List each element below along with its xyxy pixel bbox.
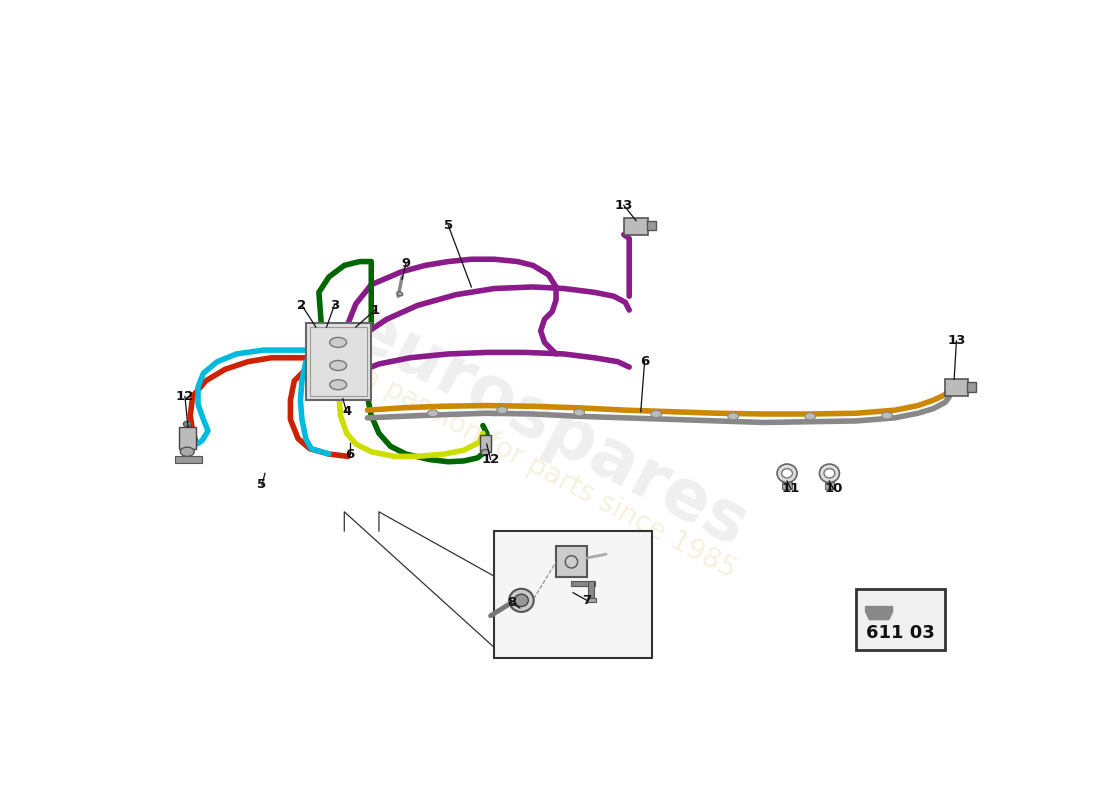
Bar xyxy=(782,482,792,489)
Ellipse shape xyxy=(882,412,892,419)
Text: 3: 3 xyxy=(330,299,339,312)
Bar xyxy=(856,589,945,650)
Text: 4: 4 xyxy=(342,405,351,418)
Ellipse shape xyxy=(782,469,792,478)
Text: 6: 6 xyxy=(640,355,649,368)
Bar xyxy=(480,435,491,452)
Text: 11: 11 xyxy=(782,482,800,495)
Text: 12: 12 xyxy=(176,390,194,403)
Ellipse shape xyxy=(805,413,815,420)
Bar xyxy=(967,382,977,392)
Bar xyxy=(178,427,196,449)
Bar xyxy=(495,531,652,658)
Text: 7: 7 xyxy=(582,594,592,607)
Bar xyxy=(945,379,968,396)
Ellipse shape xyxy=(180,447,195,456)
Text: eurospares: eurospares xyxy=(339,294,758,560)
Ellipse shape xyxy=(824,469,835,478)
Ellipse shape xyxy=(651,410,661,418)
Ellipse shape xyxy=(497,406,507,414)
Text: 13: 13 xyxy=(615,199,632,212)
Text: 9: 9 xyxy=(402,258,410,270)
Text: 13: 13 xyxy=(947,334,966,347)
Text: 6: 6 xyxy=(345,447,354,461)
Ellipse shape xyxy=(515,594,528,606)
Ellipse shape xyxy=(330,380,346,390)
Ellipse shape xyxy=(397,292,403,296)
Ellipse shape xyxy=(728,413,738,420)
Bar xyxy=(572,581,595,586)
Ellipse shape xyxy=(777,464,797,482)
Text: 10: 10 xyxy=(824,482,843,495)
Text: 1: 1 xyxy=(371,303,380,317)
Bar xyxy=(306,323,372,400)
Ellipse shape xyxy=(330,361,346,370)
Ellipse shape xyxy=(820,464,839,482)
Ellipse shape xyxy=(482,450,490,455)
Text: a passion for parts since 1985: a passion for parts since 1985 xyxy=(356,362,740,584)
Text: 5: 5 xyxy=(257,478,266,491)
Ellipse shape xyxy=(330,338,346,347)
Bar xyxy=(825,482,834,489)
Bar xyxy=(587,598,596,602)
Bar xyxy=(624,218,648,234)
Ellipse shape xyxy=(509,589,534,612)
Ellipse shape xyxy=(184,422,191,426)
Text: 8: 8 xyxy=(507,596,516,609)
Ellipse shape xyxy=(574,409,584,416)
Text: 611 03: 611 03 xyxy=(867,625,935,642)
Bar xyxy=(556,546,586,578)
Bar xyxy=(310,327,367,396)
Text: 5: 5 xyxy=(443,219,453,232)
Text: 2: 2 xyxy=(297,299,307,312)
Text: 12: 12 xyxy=(482,453,499,466)
Bar xyxy=(588,581,594,600)
Polygon shape xyxy=(866,606,892,619)
Bar xyxy=(647,221,656,230)
Bar xyxy=(175,456,202,462)
Ellipse shape xyxy=(428,410,438,417)
